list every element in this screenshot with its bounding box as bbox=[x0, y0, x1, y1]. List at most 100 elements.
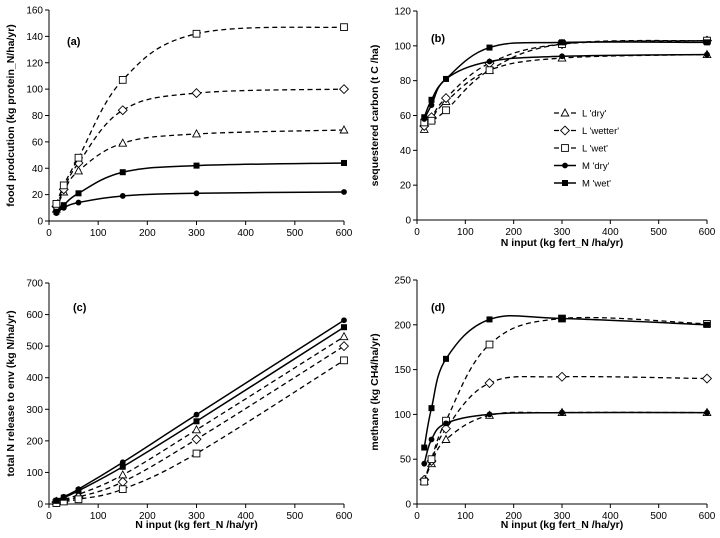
data-point bbox=[338, 341, 350, 352]
y-axis-label: sequestered carbon (t C /ha) bbox=[369, 45, 381, 187]
legend-entry: L 'dry' bbox=[582, 109, 607, 120]
data-point bbox=[704, 409, 710, 416]
data-point bbox=[443, 75, 449, 82]
x-tick-label: 0 bbox=[46, 511, 52, 522]
data-point bbox=[420, 477, 429, 486]
data-point bbox=[119, 463, 126, 470]
data-point bbox=[440, 93, 452, 104]
y-tick-label: 160 bbox=[26, 6, 43, 17]
data-point bbox=[75, 190, 82, 197]
x-tick-label: 100 bbox=[457, 227, 474, 238]
data-point bbox=[428, 405, 435, 412]
data-point bbox=[193, 418, 200, 425]
x-tick-label: 400 bbox=[602, 511, 619, 522]
data-point bbox=[52, 200, 61, 208]
data-point bbox=[192, 29, 201, 38]
series-line bbox=[423, 375, 708, 481]
x-axis-label: N input (kg fert_N /ha/yr) bbox=[501, 519, 624, 531]
y-tick-label: 40 bbox=[400, 146, 412, 157]
y-axis-label: methane (kg CH4/ha/yr) bbox=[369, 333, 381, 450]
series-line bbox=[423, 411, 708, 482]
y-tick-label: 100 bbox=[26, 468, 43, 479]
data-point bbox=[119, 193, 126, 199]
legend-marker bbox=[562, 162, 568, 169]
panel-label: (c) bbox=[73, 302, 87, 314]
data-point bbox=[193, 162, 200, 169]
x-tick-label: 300 bbox=[554, 227, 571, 238]
y-tick-label: 60 bbox=[32, 137, 44, 148]
y-tick-label: 60 bbox=[400, 111, 412, 122]
x-axis-label: N input (kg fert_N /ha/yr) bbox=[501, 237, 624, 249]
series-5 bbox=[53, 159, 347, 215]
series-line bbox=[56, 319, 345, 501]
x-tick-label: 100 bbox=[457, 511, 474, 522]
x-tick-label: 100 bbox=[90, 511, 107, 522]
legend: L 'dry' L 'wetter' L 'wet' M 'dry' M 'wet' bbox=[554, 108, 619, 190]
chart-panel-2: 0 20 40 60 80 100 120 0 100 200 300 400 500 600 N inpu… bbox=[369, 7, 716, 250]
x-axis-label: N input (kg fert_N /ha/yr) bbox=[135, 519, 258, 531]
y-tick-label: 0 bbox=[37, 500, 43, 511]
y-tick-label: 300 bbox=[26, 405, 43, 416]
data-point bbox=[341, 324, 347, 331]
x-tick-label: 500 bbox=[650, 227, 667, 238]
y-tick-label: 50 bbox=[400, 455, 412, 466]
series-line bbox=[56, 326, 345, 502]
data-point bbox=[53, 208, 60, 215]
data-point bbox=[704, 51, 710, 58]
x-tick-label: 500 bbox=[286, 511, 303, 522]
data-point bbox=[59, 181, 68, 190]
data-point bbox=[442, 106, 450, 115]
data-point bbox=[117, 105, 128, 116]
chart-panel-3: 0 100 200 300 400 500 600 700 0 100 200 300 400 500 60… bbox=[5, 279, 353, 532]
panel-label: (d) bbox=[431, 302, 445, 314]
data-point bbox=[559, 315, 565, 322]
data-point bbox=[191, 129, 202, 138]
data-point bbox=[341, 317, 347, 324]
legend-entry: M 'wet' bbox=[582, 179, 611, 190]
data-point bbox=[60, 494, 67, 501]
series-4 bbox=[53, 317, 347, 504]
data-point bbox=[118, 76, 127, 84]
data-point bbox=[485, 66, 494, 75]
data-point bbox=[556, 371, 568, 382]
y-tick-label: 150 bbox=[394, 365, 411, 376]
x-tick-label: 600 bbox=[336, 228, 353, 239]
data-point bbox=[559, 53, 565, 60]
x-tick-label: 200 bbox=[505, 227, 522, 238]
data-point bbox=[486, 316, 493, 323]
data-point bbox=[440, 423, 452, 434]
series-line bbox=[55, 88, 345, 207]
data-point bbox=[75, 487, 82, 494]
x-tick-label: 300 bbox=[554, 511, 571, 522]
y-tick-label: 600 bbox=[26, 310, 43, 321]
data-point bbox=[192, 449, 201, 458]
series-line bbox=[55, 26, 345, 205]
x-tick-label: 300 bbox=[188, 511, 205, 522]
data-point bbox=[484, 378, 495, 389]
data-point bbox=[339, 331, 349, 341]
series-5 bbox=[421, 314, 710, 451]
data-point bbox=[341, 189, 347, 195]
series-1 bbox=[419, 407, 712, 486]
y-tick-label: 20 bbox=[400, 181, 412, 192]
data-point bbox=[339, 125, 349, 134]
panel-label: (b) bbox=[431, 33, 445, 45]
data-point bbox=[53, 497, 60, 504]
data-point bbox=[191, 434, 202, 445]
y-tick-label: 140 bbox=[26, 32, 43, 43]
data-point bbox=[421, 114, 428, 121]
panel-label: (a) bbox=[67, 36, 81, 48]
legend-entry: L 'wetter' bbox=[582, 126, 619, 137]
data-point bbox=[427, 116, 436, 125]
y-tick-label: 200 bbox=[26, 436, 43, 447]
y-tick-label: 100 bbox=[26, 85, 43, 96]
data-point bbox=[341, 159, 347, 166]
chart-panel-4: 0 50 100 150 200 250 0 100 200 300 400 500 600 N inpu… bbox=[369, 276, 716, 532]
x-tick-label: 100 bbox=[90, 228, 107, 239]
x-tick-label: 200 bbox=[139, 228, 156, 239]
data-point bbox=[118, 485, 127, 494]
data-point bbox=[486, 58, 493, 65]
y-tick-label: 100 bbox=[394, 41, 411, 52]
legend-entry: M 'dry' bbox=[582, 161, 610, 172]
x-tick-label: 0 bbox=[414, 511, 420, 522]
